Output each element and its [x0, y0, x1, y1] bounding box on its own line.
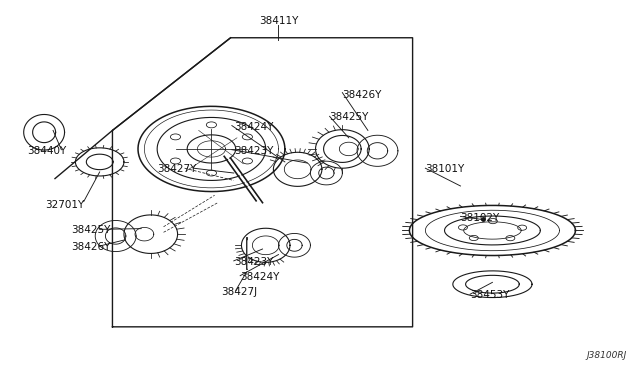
Text: 38440Y: 38440Y	[27, 146, 67, 156]
Text: 38425Y: 38425Y	[330, 112, 369, 122]
Text: 38427Y: 38427Y	[157, 164, 196, 174]
Text: 38411Y: 38411Y	[259, 16, 298, 26]
Text: 38425Y: 38425Y	[71, 225, 110, 235]
Text: 38101Y: 38101Y	[426, 164, 465, 174]
Text: 38423Y: 38423Y	[234, 257, 273, 267]
Text: 38427J: 38427J	[221, 286, 257, 296]
Text: 38102Y: 38102Y	[461, 212, 500, 222]
Text: 38423Y: 38423Y	[234, 146, 273, 156]
Text: 38424Y: 38424Y	[234, 122, 273, 132]
Text: 38426Y: 38426Y	[71, 242, 110, 252]
Text: 38424Y: 38424Y	[240, 272, 280, 282]
Text: J38100RJ: J38100RJ	[586, 351, 627, 360]
Text: 38426Y: 38426Y	[342, 90, 381, 100]
Text: 32701Y: 32701Y	[45, 199, 84, 209]
Text: 38453Y: 38453Y	[470, 290, 509, 300]
